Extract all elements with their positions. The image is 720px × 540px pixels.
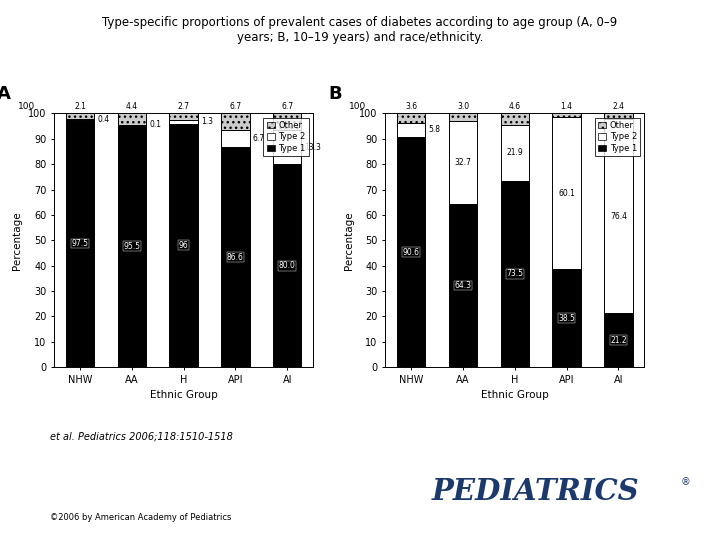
Text: 90.6: 90.6 <box>402 248 420 256</box>
Bar <box>604 113 633 119</box>
Text: 86.6: 86.6 <box>227 253 244 262</box>
Bar <box>66 119 94 120</box>
Bar <box>500 125 529 181</box>
Text: PEDIATRICS: PEDIATRICS <box>432 477 639 506</box>
Bar <box>221 130 250 147</box>
Text: 0.4: 0.4 <box>97 114 109 124</box>
Bar <box>500 113 529 125</box>
Text: 21.9: 21.9 <box>506 148 523 157</box>
Text: 3.6: 3.6 <box>405 103 418 111</box>
Text: 1.3: 1.3 <box>201 117 213 126</box>
X-axis label: Ethnic Group: Ethnic Group <box>150 390 217 400</box>
Text: 64.3: 64.3 <box>454 281 472 290</box>
Bar <box>397 123 426 137</box>
Text: Type-specific proportions of prevalent cases of diabetes according to age group : Type-specific proportions of prevalent c… <box>102 16 618 44</box>
Bar <box>169 120 198 124</box>
X-axis label: Ethnic Group: Ethnic Group <box>481 390 549 400</box>
Bar <box>66 120 94 367</box>
Bar <box>552 113 581 117</box>
Text: 1.4: 1.4 <box>561 103 572 111</box>
Bar <box>169 124 198 367</box>
Text: 38.5: 38.5 <box>558 314 575 323</box>
Bar <box>500 181 529 367</box>
Text: 73.5: 73.5 <box>506 269 523 279</box>
Text: 100: 100 <box>349 102 366 111</box>
Text: 32.7: 32.7 <box>454 158 472 167</box>
Text: 3.0: 3.0 <box>457 103 469 111</box>
Bar <box>169 113 198 120</box>
Text: 4.4: 4.4 <box>126 103 138 111</box>
Text: ©2006 by American Academy of Pediatrics: ©2006 by American Academy of Pediatrics <box>50 513 232 522</box>
Bar <box>66 113 94 119</box>
Text: B: B <box>328 85 342 103</box>
Text: 4.6: 4.6 <box>509 103 521 111</box>
Bar <box>221 147 250 367</box>
Bar <box>552 117 581 269</box>
Bar <box>552 269 581 367</box>
Text: 96: 96 <box>179 241 189 250</box>
Text: 76.4: 76.4 <box>610 212 627 221</box>
Text: 97.5: 97.5 <box>71 239 89 248</box>
Bar <box>449 113 477 121</box>
Bar <box>221 113 250 130</box>
Text: 6.7: 6.7 <box>253 134 265 144</box>
Legend: Other, Type 2, Type 1: Other, Type 2, Type 1 <box>595 118 640 156</box>
Bar <box>449 121 477 204</box>
Text: A: A <box>0 85 11 103</box>
Text: 2.7: 2.7 <box>178 103 189 111</box>
Bar <box>604 313 633 367</box>
Text: 2.1: 2.1 <box>74 103 86 111</box>
Bar <box>273 130 302 164</box>
Bar <box>449 204 477 367</box>
Text: 100: 100 <box>18 102 35 111</box>
Bar <box>604 119 633 313</box>
Legend: Other, Type 2, Type 1: Other, Type 2, Type 1 <box>264 118 309 156</box>
Text: ®: ® <box>680 477 690 487</box>
Text: 21.2: 21.2 <box>610 336 626 345</box>
Bar <box>397 137 426 367</box>
Bar <box>117 125 146 367</box>
Text: 60.1: 60.1 <box>558 188 575 198</box>
Text: 95.5: 95.5 <box>123 241 140 251</box>
Y-axis label: Percentage: Percentage <box>343 211 354 269</box>
Text: 2.4: 2.4 <box>613 103 624 111</box>
Text: et al. Pediatrics 2006;118:1510-1518: et al. Pediatrics 2006;118:1510-1518 <box>50 432 233 442</box>
Text: 6.7: 6.7 <box>281 103 293 111</box>
Text: 6.7: 6.7 <box>230 103 241 111</box>
Text: 5.8: 5.8 <box>428 125 441 134</box>
Text: 13.3: 13.3 <box>305 143 321 152</box>
Text: 0.1: 0.1 <box>149 120 161 129</box>
Bar <box>117 113 146 125</box>
Text: 80.0: 80.0 <box>279 261 296 270</box>
Bar <box>397 113 426 123</box>
Y-axis label: Percentage: Percentage <box>12 211 22 269</box>
Bar <box>273 113 302 130</box>
Bar <box>273 164 302 367</box>
